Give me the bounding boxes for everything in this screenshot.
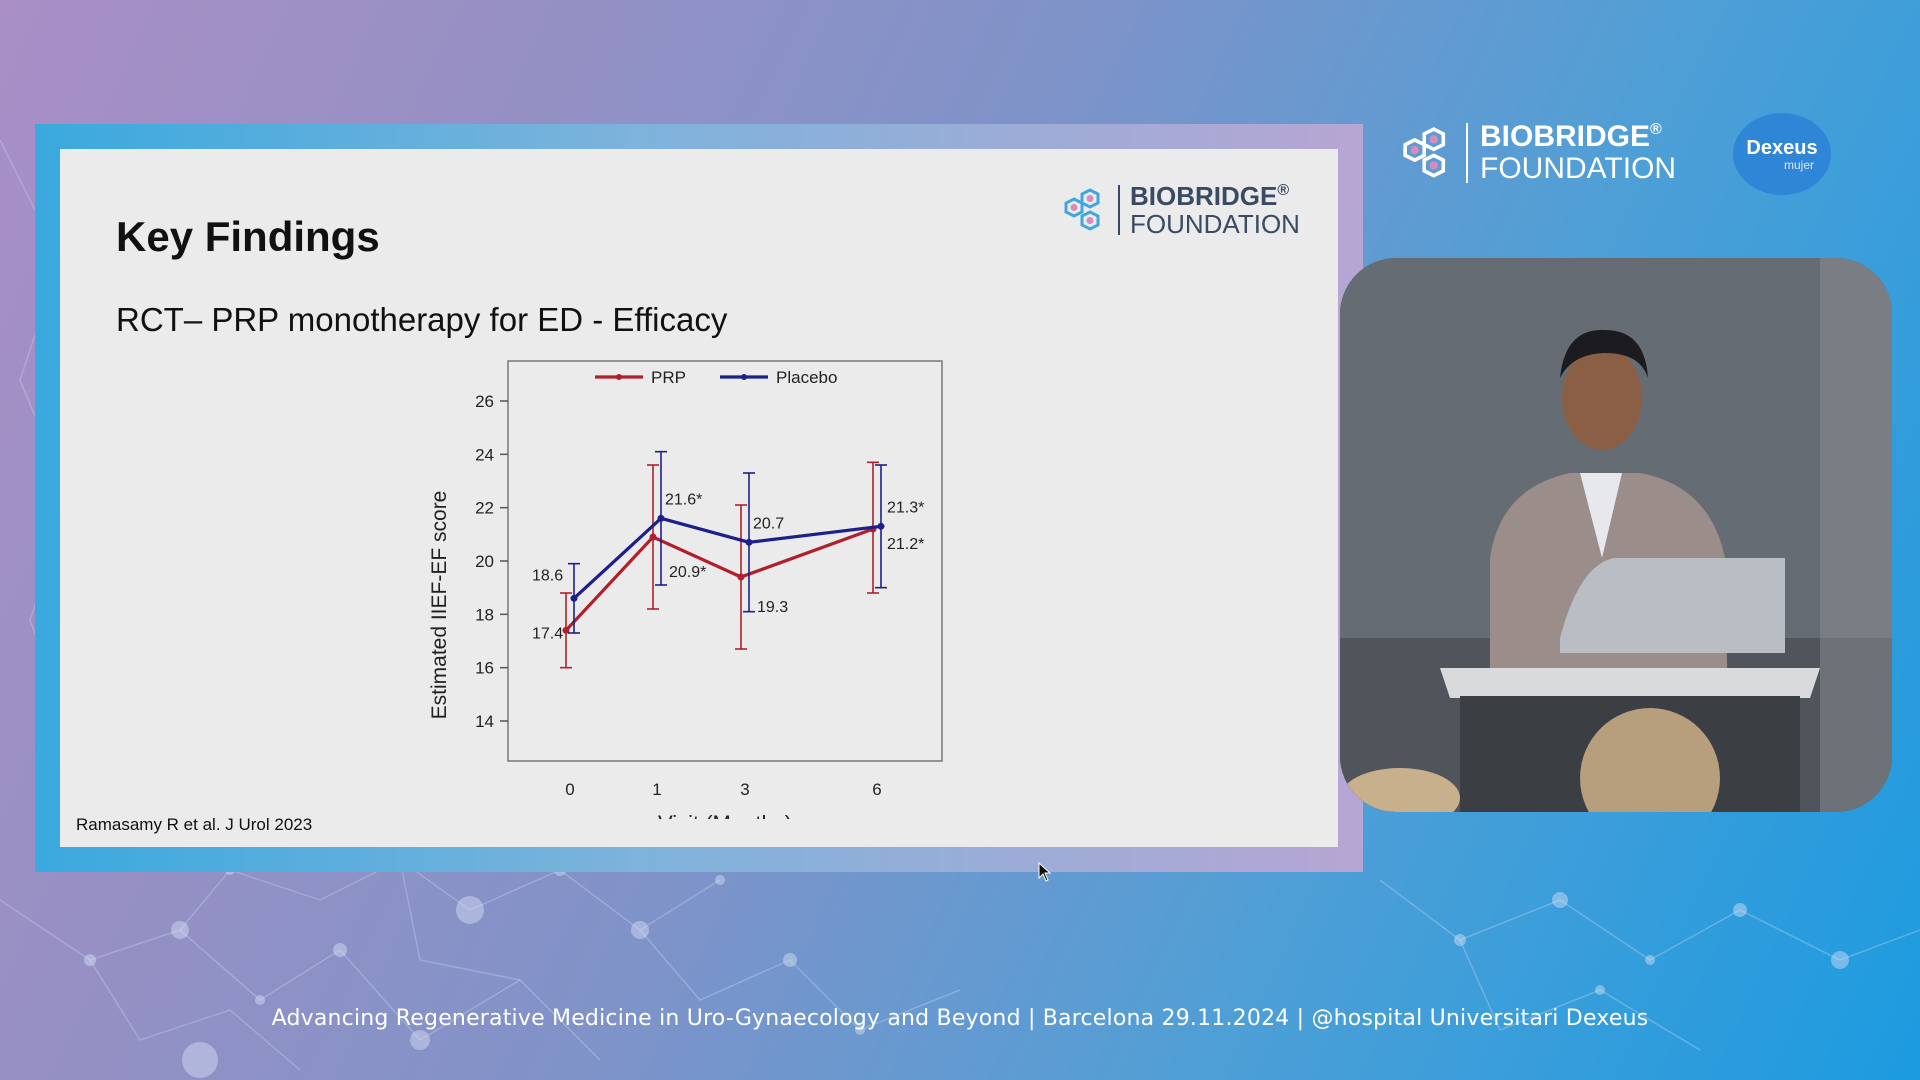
- data-label: 17.4: [532, 625, 563, 642]
- hexagon-logo-icon: [1403, 127, 1446, 178]
- data-label: 21.3*: [887, 499, 924, 516]
- y-tick-label: 26: [475, 392, 494, 411]
- y-tick-label: 22: [475, 499, 494, 518]
- y-tick-label: 14: [475, 712, 494, 731]
- plot-area: [507, 360, 943, 762]
- slide-title: Key Findings: [116, 213, 380, 260]
- dexeus-logo: Dexeus mujer: [1733, 113, 1831, 195]
- registered-mark: ®: [1650, 121, 1662, 138]
- dexeus-sub: mujer: [1783, 157, 1814, 172]
- data-point: [657, 514, 665, 522]
- logo-divider: [1466, 123, 1468, 183]
- x-tick-label: 0: [565, 780, 574, 799]
- y-tick-label: 20: [475, 552, 494, 571]
- logo-line1: BIOBRIDGE: [1130, 181, 1278, 211]
- logo-line2: FOUNDATION: [1130, 209, 1300, 239]
- x-tick-label: 3: [740, 780, 749, 799]
- data-point: [737, 573, 745, 581]
- data-label: 18.6: [532, 567, 563, 584]
- data-label: 21.2*: [887, 536, 924, 553]
- data-point: [570, 594, 578, 602]
- logo-line1: BIOBRIDGE: [1480, 120, 1651, 153]
- registered-mark: ®: [1277, 182, 1290, 199]
- mouse-cursor-icon: [1038, 862, 1052, 882]
- data-point: [877, 522, 885, 530]
- event-footer: Advancing Regenerative Medicine in Uro-G…: [271, 1006, 1649, 1031]
- logo-line2: FOUNDATION: [1480, 152, 1677, 185]
- legend-label: PRP: [651, 368, 686, 387]
- logo-divider: [1118, 185, 1120, 235]
- legend-marker: [616, 374, 622, 380]
- speaker-scene: [1340, 258, 1892, 812]
- legend-marker: [741, 374, 747, 380]
- slide-citation: Ramasamy R et al. J Urol 2023: [76, 815, 313, 834]
- y-axis-label: Estimated IIEF-EF score: [428, 491, 451, 720]
- legend-label: Placebo: [776, 368, 837, 387]
- dexeus-name: Dexeus: [1746, 136, 1818, 159]
- x-tick-label: 1: [652, 780, 661, 799]
- data-label: 20.9*: [669, 564, 706, 581]
- series-line: [572, 516, 882, 600]
- data-point: [649, 533, 657, 541]
- data-label: 21.6*: [665, 491, 702, 508]
- y-tick-label: 18: [475, 605, 494, 624]
- x-axis-label: Visit (Months): [658, 811, 792, 819]
- series-line: [564, 527, 874, 632]
- presentation-slide: Key Findings RCT– PRP monotherapy for ED…: [60, 149, 1338, 847]
- iief-line-chart: 14 16 18 20 22 24 26 0 1 3 6 Visit (Months) Estimate…: [428, 360, 943, 819]
- slide-subtitle: RCT– PRP monotherapy for ED - Efficacy: [116, 301, 728, 338]
- stage-biobridge-logo: BIOBRIDGE® FOUNDATION: [1398, 122, 1676, 184]
- y-tick-label: 16: [475, 659, 494, 678]
- data-label: 20.7: [753, 515, 784, 532]
- data-point: [745, 538, 753, 546]
- y-tick-label: 24: [475, 445, 494, 464]
- data-label: 19.3: [757, 599, 788, 616]
- hexagon-logo-icon: [1064, 188, 1100, 231]
- data-point: [562, 626, 570, 634]
- x-tick-label: 6: [872, 780, 881, 799]
- speaker-video-feed: [1340, 258, 1892, 812]
- slide-biobridge-logo: BIOBRIDGE® FOUNDATION: [1060, 183, 1300, 237]
